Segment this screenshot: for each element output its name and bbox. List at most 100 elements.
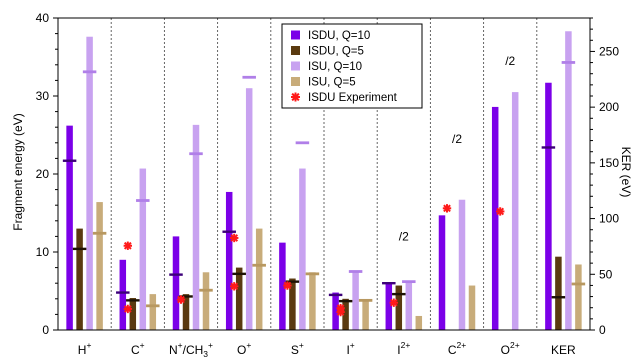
mean-marker <box>571 282 586 286</box>
legend-swatch-star <box>291 92 300 102</box>
mean-marker <box>72 247 87 251</box>
mean-marker <box>179 295 193 298</box>
mean-marker <box>92 231 107 235</box>
bar <box>309 272 316 330</box>
legend-label: ISU, Q=5 <box>308 77 356 89</box>
y-tick-label-right: 250 <box>599 44 619 58</box>
experiment-marker <box>336 307 345 317</box>
bar <box>76 228 83 330</box>
bar <box>491 106 499 330</box>
category-label: O+ <box>237 340 251 357</box>
experiment-marker-stroke <box>123 305 132 313</box>
bar <box>468 285 476 330</box>
mean-marker <box>252 263 266 267</box>
bar <box>352 270 359 330</box>
experiment-marker <box>389 298 398 307</box>
bar <box>129 298 137 330</box>
mean-marker <box>338 299 353 303</box>
legend-label: ISDU Experiment <box>308 92 398 104</box>
legend-swatch <box>291 30 300 40</box>
category-label: I2+ <box>397 340 410 357</box>
bar <box>66 125 73 330</box>
y-tick-label-left: 0 <box>42 323 49 337</box>
mean-marker <box>126 299 140 302</box>
mean-marker <box>541 146 556 149</box>
y-tick-label-left: 40 <box>36 11 50 25</box>
category-labels: H+ C+ N+/CH3+ O+ S+ I+ I2+ C2+ O2+ KER <box>78 340 576 359</box>
legend-star-stroke <box>291 92 300 102</box>
bar <box>342 298 349 330</box>
bar <box>119 259 127 330</box>
bar <box>182 294 190 330</box>
mean-marker <box>116 291 130 294</box>
mean-marker <box>348 270 363 273</box>
mean-marker <box>146 304 160 308</box>
experiment-marker-stroke <box>496 207 505 216</box>
bar <box>458 199 466 330</box>
legend-swatch <box>291 77 300 86</box>
bar <box>139 168 147 330</box>
category-label: I+ <box>346 340 354 357</box>
annotations-layer: /2/2/2 <box>399 54 516 243</box>
bar <box>395 285 403 330</box>
legend-label: ISU, Q=10 <box>308 61 362 73</box>
y-axis-title-right: KER (eV) <box>619 147 633 198</box>
mean-marker <box>305 272 320 276</box>
mean-marker <box>358 298 373 302</box>
legend-swatch <box>291 46 300 55</box>
experiment-marker <box>123 304 133 314</box>
mean-marker <box>392 292 406 296</box>
mean-marker <box>169 273 183 276</box>
y-tick-label-right: 100 <box>599 212 619 226</box>
bar <box>192 124 200 330</box>
bar <box>96 202 103 330</box>
bar <box>255 228 263 330</box>
mean-marker <box>62 159 77 162</box>
experiment-marker <box>176 295 186 304</box>
mean-markers-layer <box>62 61 586 308</box>
bar <box>235 267 243 330</box>
bar <box>575 264 582 330</box>
mean-marker <box>328 293 343 297</box>
mean-marker <box>189 152 203 156</box>
experiment-marker <box>229 282 239 291</box>
bar <box>86 36 93 330</box>
bar <box>545 82 552 331</box>
mean-marker <box>232 272 246 276</box>
bar <box>202 272 210 330</box>
bar <box>289 278 296 330</box>
experiment-marker-stroke <box>389 298 398 307</box>
category-label: H+ <box>78 340 92 357</box>
experiment-marker <box>283 281 292 290</box>
bar <box>362 300 369 330</box>
experiment-marker <box>123 241 133 250</box>
category-label: S+ <box>291 340 304 357</box>
experiment-marker-stroke <box>177 295 185 304</box>
experiment-marker-stroke <box>283 281 292 290</box>
mean-marker <box>551 296 566 299</box>
bar <box>225 191 233 330</box>
bar <box>332 292 339 330</box>
mean-marker <box>242 75 256 79</box>
experiment-marker <box>229 233 239 243</box>
legend-box <box>281 23 423 109</box>
bar <box>565 31 572 330</box>
bars-layer <box>66 31 582 331</box>
divide-by-two-annotation: /2 <box>452 132 462 146</box>
divide-by-two-annotation: /2 <box>505 54 515 68</box>
axes-layer: 0 10 20 30 40 0 50 100 150 200 250 <box>36 11 620 337</box>
y-tick-label-right: 200 <box>599 100 619 114</box>
experiment-marker <box>442 204 452 213</box>
y-tick-label-left: 10 <box>36 245 50 259</box>
mean-marker <box>295 141 310 145</box>
bar <box>245 88 253 330</box>
experiment-marker-stroke <box>230 234 239 242</box>
category-label: N+/CH3+ <box>169 340 213 359</box>
y-tick-label-left: 20 <box>36 167 50 181</box>
mean-marker <box>402 280 416 284</box>
bar <box>149 294 157 330</box>
legend-label: ISDU, Q=10 <box>308 30 370 42</box>
experiment-marker-stroke <box>336 308 345 316</box>
experiment-marker <box>496 207 505 216</box>
y-tick-label-right: 150 <box>599 156 619 170</box>
